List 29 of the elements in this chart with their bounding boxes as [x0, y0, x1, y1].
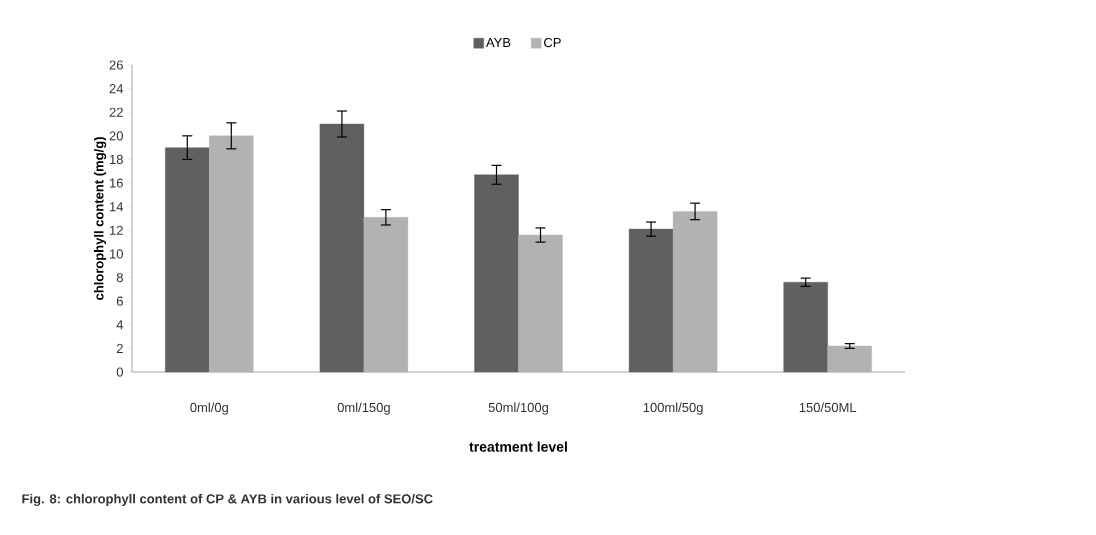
x-axis-title: treatment level	[469, 441, 567, 452]
legend-label: AYB	[485, 38, 511, 47]
bar	[628, 228, 674, 373]
y-tick-label: 6	[116, 296, 123, 306]
bar	[783, 282, 828, 373]
y-tick-label: 0	[116, 367, 123, 377]
x-tick-label: 0ml/150g	[337, 402, 390, 415]
bar	[165, 147, 210, 373]
y-tick-label: 8	[116, 272, 123, 283]
y-tick-label: 2	[116, 343, 123, 353]
bar	[474, 174, 519, 373]
y-tick-label: 18	[110, 154, 123, 165]
x-tick-label: 50ml/100g	[488, 402, 549, 415]
y-tick-label: 26	[109, 60, 123, 70]
y-tick-label: 20	[109, 131, 123, 141]
caption: Fig. 8: chlorophyll content of CP & AYB in various level of SEO/SC	[22, 493, 433, 507]
y-tick-label: 16	[110, 178, 123, 188]
y-tick-label: 24	[109, 84, 124, 94]
y-tick-label: 14	[110, 202, 124, 212]
y-tick-label: 22	[109, 107, 123, 117]
bar	[319, 123, 365, 373]
y-tick-label: 12	[110, 225, 123, 235]
x-tick-label: 100ml/50g	[643, 402, 703, 415]
y-tick-label: 4	[116, 320, 124, 330]
legend-label: CP	[544, 37, 561, 48]
y-axis-title: chlorophyll content (mg/g)	[93, 137, 107, 300]
x-tick-label: 0ml/0g	[190, 402, 228, 415]
x-tick-label: 150/50ML	[799, 402, 857, 413]
y-tick-label: 10	[110, 249, 123, 259]
